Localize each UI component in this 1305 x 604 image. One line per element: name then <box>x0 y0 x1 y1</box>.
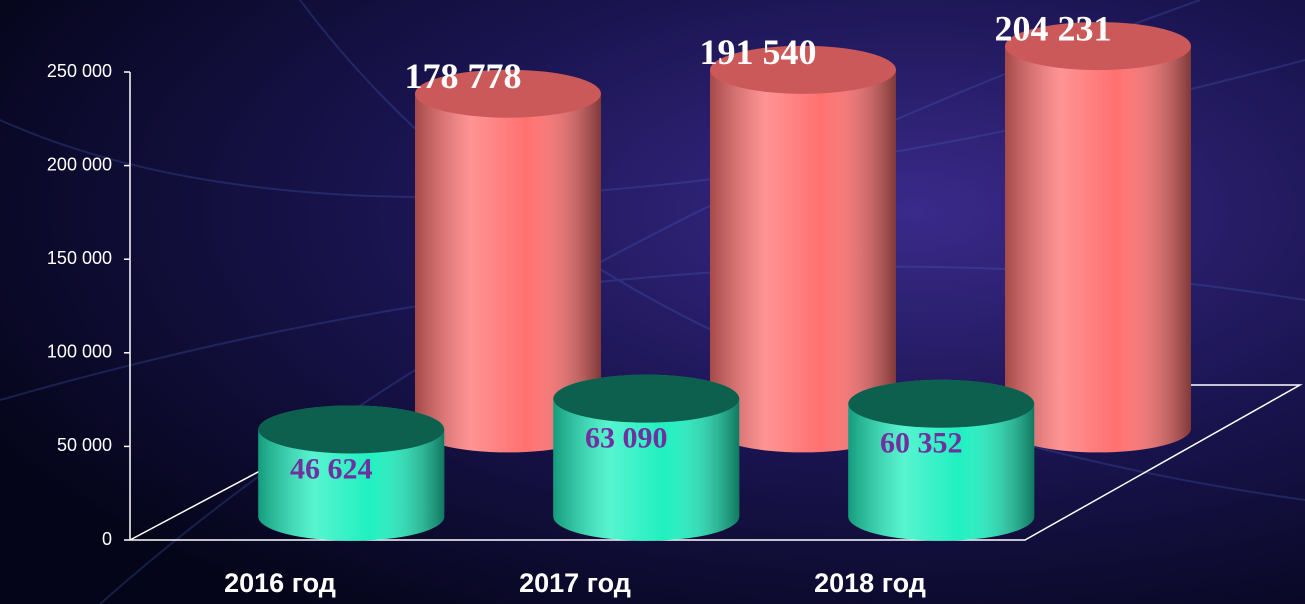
y-tick-label: 100 000 <box>47 342 112 362</box>
cylinder-shade <box>415 93 601 453</box>
x-tick-label: 2017 год <box>519 568 631 598</box>
cylinder-top-shade <box>553 374 740 423</box>
y-tick-label: 150 000 <box>47 248 112 268</box>
cylinder: 178 778 <box>405 56 601 453</box>
cylinder-shade <box>710 69 896 453</box>
cylinder-top-shade <box>258 405 445 454</box>
value-label: 178 778 <box>405 56 522 96</box>
value-label: 63 090 <box>585 422 668 455</box>
value-label: 60 352 <box>880 427 963 460</box>
y-tick-label: 50 000 <box>57 435 112 455</box>
cylinder-top <box>415 69 601 118</box>
x-tick-label: 2016 год <box>224 568 336 598</box>
cylinder-top <box>1005 22 1191 71</box>
cylinder: 60 352 <box>848 379 1035 541</box>
cylinder: 46 624 <box>258 405 445 541</box>
cylinder-top-shade <box>848 379 1035 428</box>
cylinder-shade <box>848 403 1035 541</box>
cylinder-top-shade <box>415 69 601 118</box>
cylinder: 204 231 <box>995 8 1191 453</box>
cylinder-shade <box>553 398 740 541</box>
cylinder-top <box>710 45 896 94</box>
value-label: 46 624 <box>290 452 373 485</box>
floor <box>130 384 1303 541</box>
cylinder-shade <box>1005 46 1191 453</box>
cylinder-top-shade <box>1005 22 1191 71</box>
value-label: 204 231 <box>995 8 1112 48</box>
value-label: 191 540 <box>700 32 817 72</box>
cylinder: 63 090 <box>553 374 740 541</box>
cylinder: 191 540 <box>700 32 896 453</box>
cylinder-shade <box>258 429 445 541</box>
y-tick-label: 200 000 <box>47 154 112 174</box>
x-tick-label: 2018 год <box>814 568 926 598</box>
y-tick-label: 0 <box>102 529 112 549</box>
y-tick-label: 250 000 <box>47 61 112 81</box>
cylinder-top-shade <box>710 45 896 94</box>
